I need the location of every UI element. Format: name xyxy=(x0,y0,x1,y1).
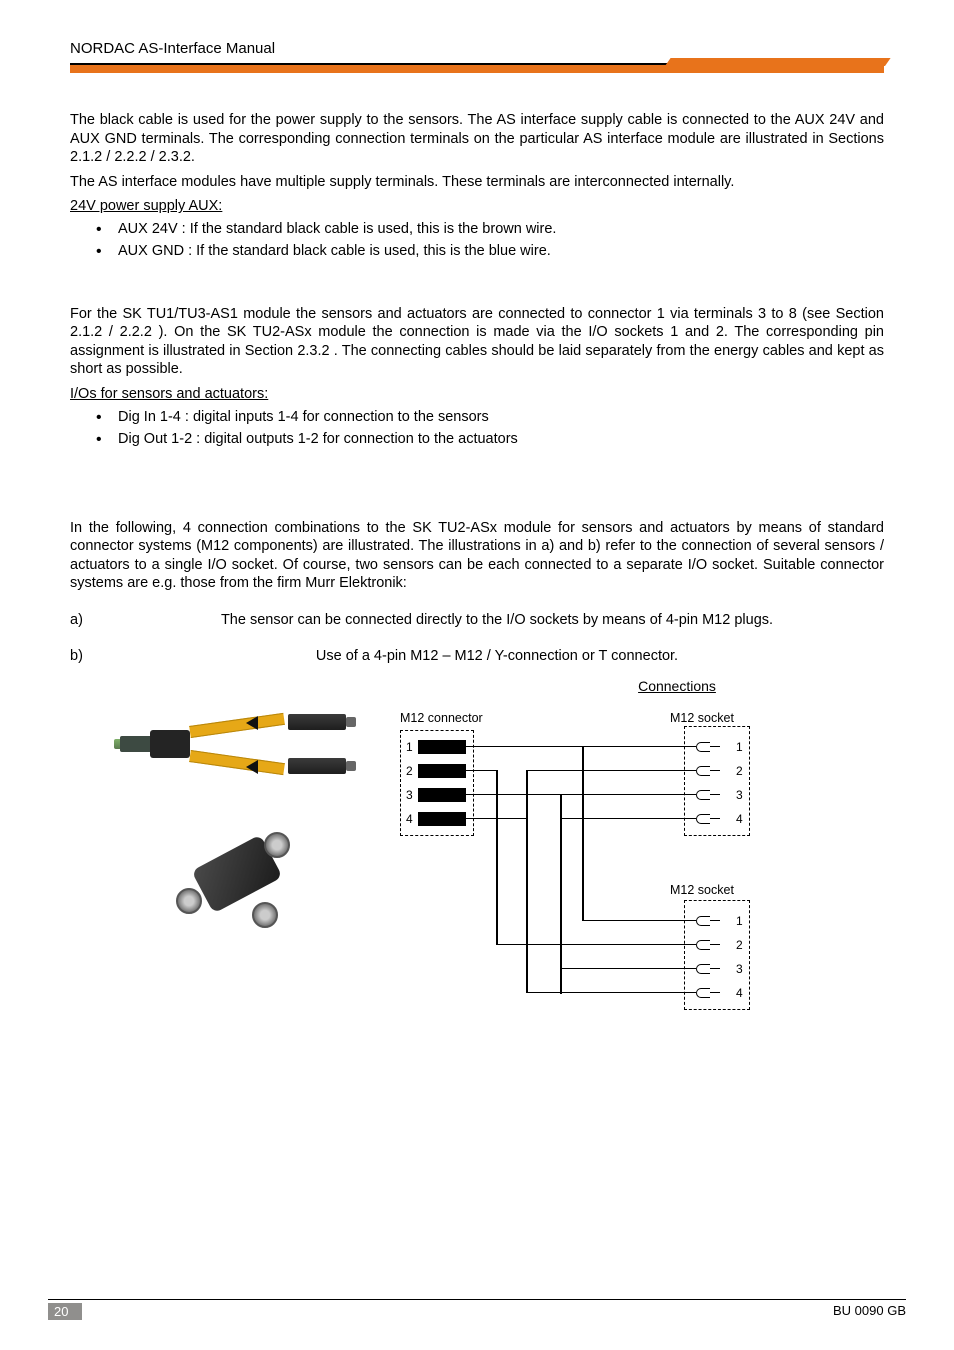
pin-plug xyxy=(418,812,466,826)
wire xyxy=(526,770,682,772)
wire xyxy=(496,794,682,796)
pin-socket xyxy=(696,940,710,950)
pin-number: 1 xyxy=(736,914,743,929)
wire xyxy=(682,968,696,970)
wire xyxy=(560,818,682,820)
wire xyxy=(496,770,498,870)
list-item: Dig In 1-4 : digital inputs 1-4 for conn… xyxy=(96,408,884,427)
paragraph: The black cable is used for the power su… xyxy=(70,111,884,167)
diagram-label: M12 socket xyxy=(670,710,734,726)
wire xyxy=(560,794,562,994)
section-heading: 24V power supply AUX: xyxy=(70,197,884,216)
pin-number: 1 xyxy=(736,740,743,755)
wire xyxy=(682,746,696,748)
bullet-list: Dig In 1-4 : digital inputs 1-4 for conn… xyxy=(70,408,884,449)
wire xyxy=(682,920,696,922)
wire xyxy=(526,818,528,993)
content: The black cable is used for the power su… xyxy=(0,83,954,1080)
wire xyxy=(496,944,682,946)
wire xyxy=(682,944,696,946)
wire xyxy=(582,746,584,921)
pin-socket xyxy=(696,964,710,974)
list-item: Dig Out 1-2 : digital outputs 1-2 for co… xyxy=(96,430,884,449)
photo-column xyxy=(110,710,360,1080)
pin-socket xyxy=(696,742,710,752)
wire xyxy=(682,818,696,820)
pin-number: 2 xyxy=(736,938,743,953)
option-text: Use of a 4-pin M12 – M12 / Y-connection … xyxy=(110,647,884,666)
pin-number: 3 xyxy=(736,962,743,977)
t-connector-illustration xyxy=(170,820,300,940)
wire xyxy=(682,770,696,772)
wiring-diagram: M12 connector M12 socket M12 socket 1 2 3 4… xyxy=(400,710,800,1080)
pin-plug xyxy=(418,764,466,778)
y-cable-illustration xyxy=(120,710,350,782)
option-text: The sensor can be connected directly to … xyxy=(110,611,884,630)
section-heading: I/Os for sensors and actuators: xyxy=(70,385,884,404)
wire xyxy=(466,746,682,748)
paragraph: The AS interface modules have multiple s… xyxy=(70,173,884,192)
list-item: AUX 24V : If the standard black cable is… xyxy=(96,220,884,239)
footer: 20 BU 0090 GB xyxy=(0,1299,954,1321)
pin-number: 1 xyxy=(406,740,413,755)
pin-number: 4 xyxy=(736,986,743,1001)
wire xyxy=(682,992,696,994)
pin-number: 3 xyxy=(736,788,743,803)
page-number: 20 xyxy=(48,1303,82,1320)
pin-number: 4 xyxy=(406,812,413,827)
pin-socket xyxy=(696,988,710,998)
pin-socket xyxy=(696,814,710,824)
pin-number: 2 xyxy=(406,764,413,779)
pin-socket xyxy=(696,916,710,926)
pin-plug xyxy=(418,788,466,802)
wire xyxy=(682,794,696,796)
pin-number: 4 xyxy=(736,812,743,827)
accent-bar xyxy=(70,65,884,83)
pin-socket xyxy=(696,790,710,800)
diagram-label: M12 connector xyxy=(400,710,483,726)
pin-socket xyxy=(696,766,710,776)
paragraph: In the following, 4 connection combinati… xyxy=(70,519,884,593)
pin-plug xyxy=(418,740,466,754)
wire xyxy=(582,920,682,922)
option-label: a) xyxy=(70,611,110,630)
option-b-row: b) Use of a 4-pin M12 – M12 / Y-connecti… xyxy=(70,647,884,666)
wire xyxy=(466,770,496,772)
wire xyxy=(526,992,682,994)
doc-id: BU 0090 GB xyxy=(833,1303,906,1320)
pin-number: 2 xyxy=(736,764,743,779)
pin-number: 3 xyxy=(406,788,413,803)
wire xyxy=(496,870,498,945)
bullet-list: AUX 24V : If the standard black cable is… xyxy=(70,220,884,261)
diagram-label: M12 socket xyxy=(670,882,734,898)
wire xyxy=(560,968,682,970)
option-label: b) xyxy=(70,647,110,666)
header-title: NORDAC AS-Interface Manual xyxy=(70,40,884,57)
option-a-row: a) The sensor can be connected directly … xyxy=(70,611,884,630)
paragraph: For the SK TU1/TU3-AS1 module the sensor… xyxy=(70,305,884,379)
connections-title: Connections xyxy=(470,678,884,696)
list-item: AUX GND : If the standard black cable is… xyxy=(96,242,884,261)
